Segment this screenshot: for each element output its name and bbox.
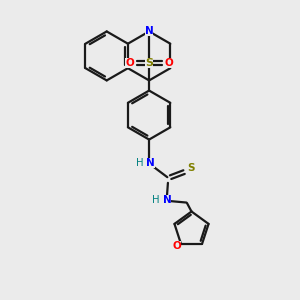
Text: S: S [145,58,153,68]
Text: O: O [164,58,173,68]
Text: S: S [188,163,195,173]
Text: N: N [163,195,171,205]
Text: N: N [146,158,155,168]
Text: O: O [125,58,134,68]
Text: N: N [145,26,154,37]
Text: H: H [152,195,160,205]
Text: O: O [172,241,181,251]
Text: H: H [136,158,143,168]
